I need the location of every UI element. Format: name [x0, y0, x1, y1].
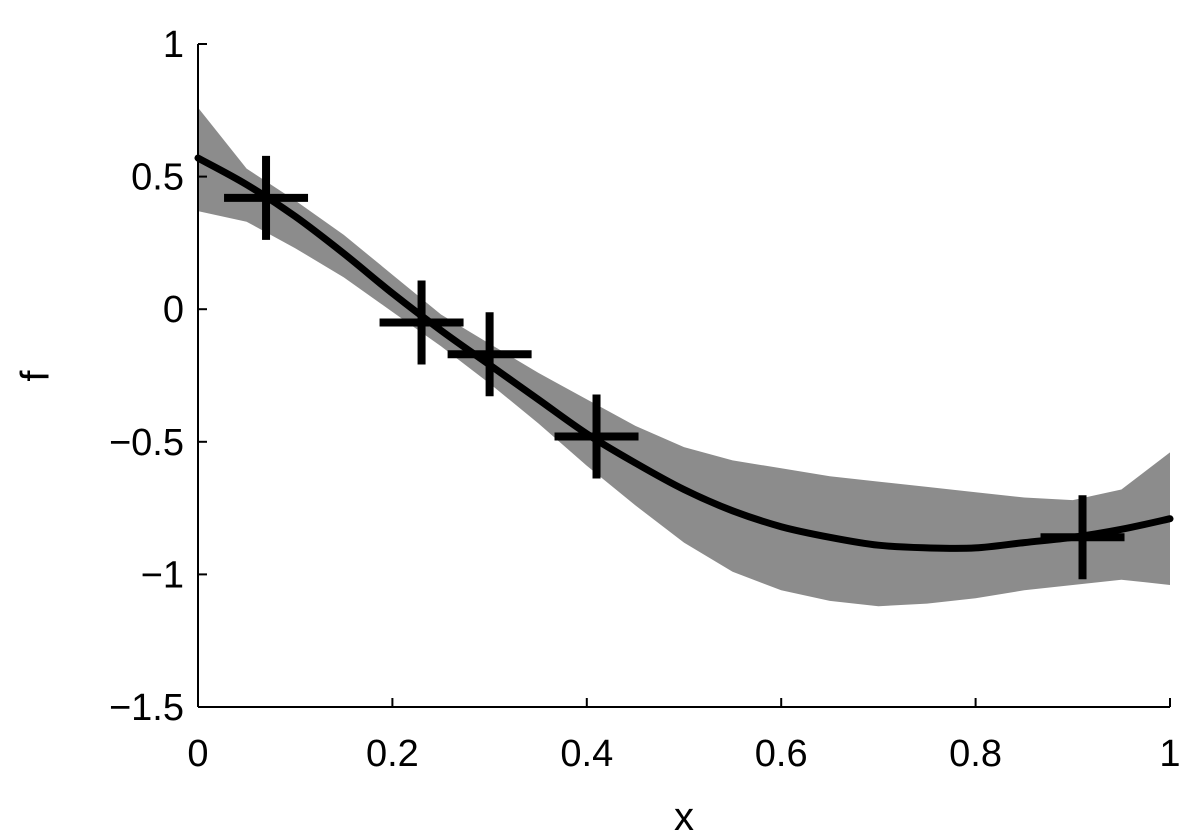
x-tick-label: 0.2: [366, 733, 419, 775]
y-tick-label: −1.5: [109, 687, 184, 729]
plot-area: [194, 107, 1174, 607]
ticks: 0 0.2 0.4 0.6 0.8 1 1 0.5 0 −0.5 −1 −1.5: [109, 24, 1181, 775]
x-tick-label: 0.4: [560, 733, 613, 775]
y-tick-label: 0.5: [131, 157, 184, 199]
y-axis-title: f: [14, 370, 58, 382]
x-axis-title: x: [674, 795, 694, 839]
observation-marker: [379, 280, 464, 365]
observation-marker: [447, 312, 532, 397]
x-tick-label: 1: [1159, 733, 1180, 775]
x-tick-label: 0.8: [949, 733, 1002, 775]
y-tick-label: −1: [141, 554, 184, 596]
y-tick-label: 1: [163, 24, 184, 66]
axes: [197, 44, 1170, 708]
x-tick-label: 0.6: [755, 733, 808, 775]
x-tick-label: 0: [187, 733, 208, 775]
observation-marker: [554, 394, 639, 479]
y-tick-label: −0.5: [109, 422, 184, 464]
y-tick-label: 0: [163, 289, 184, 331]
mean-line: [194, 154, 1174, 552]
confidence-band: [198, 107, 1170, 607]
observation-marker: [1040, 495, 1125, 580]
observation-marker: [224, 155, 309, 240]
